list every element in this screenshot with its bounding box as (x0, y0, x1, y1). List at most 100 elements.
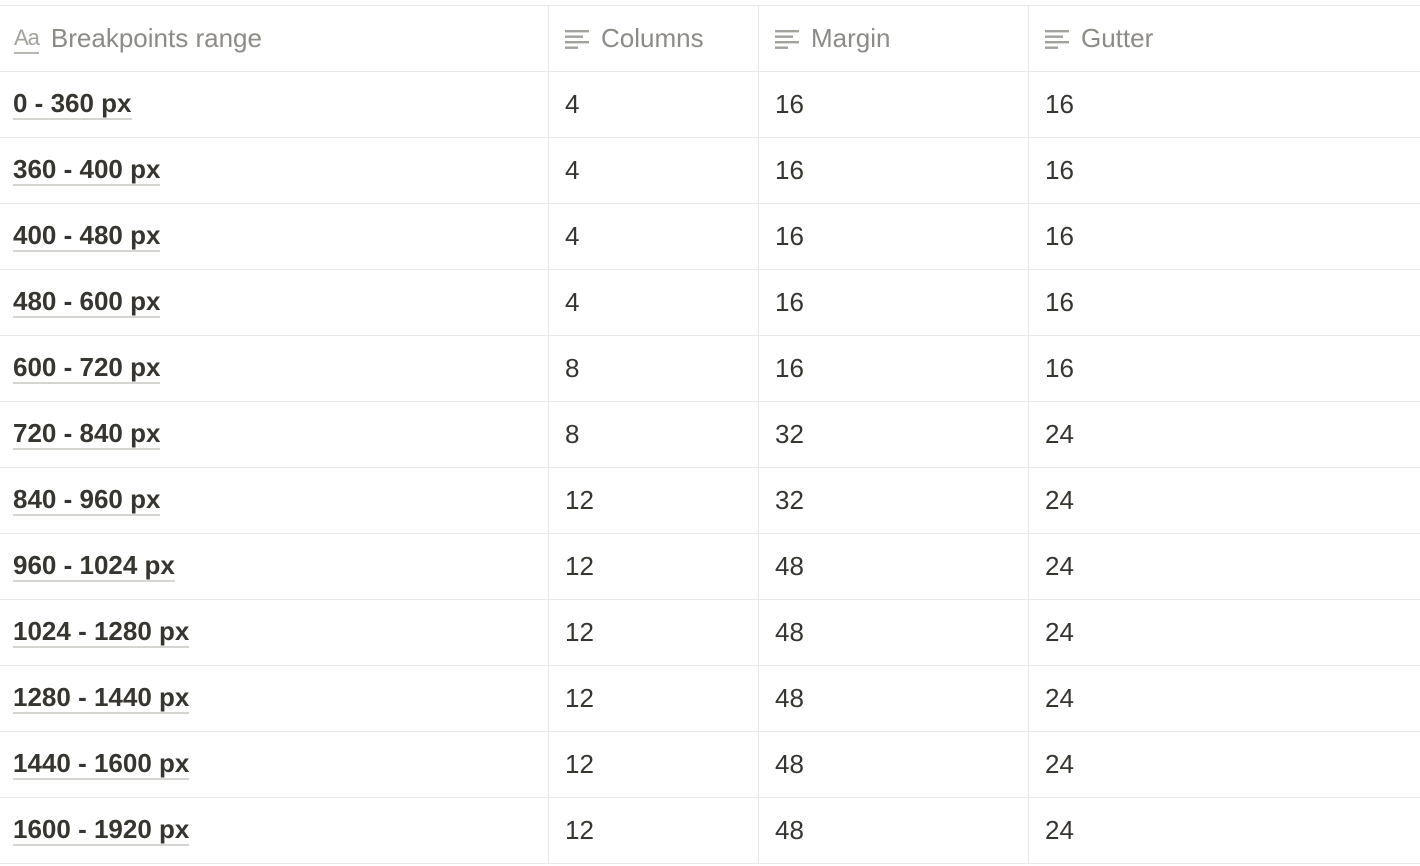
table-row: 1600 - 1920 px 12 48 24 (0, 798, 1420, 864)
column-header-label: Margin (811, 23, 891, 53)
breakpoint-range-link[interactable]: 480 - 600 px (13, 286, 161, 318)
text-lines-icon (1045, 29, 1069, 49)
gutter-cell-value: 24 (1045, 683, 1074, 713)
margin-cell[interactable]: 48 (759, 798, 1029, 863)
columns-cell[interactable]: 4 (549, 72, 759, 137)
breakpoint-range-cell[interactable]: 0 - 360 px (0, 72, 549, 137)
margin-cell-value: 16 (775, 89, 804, 119)
gutter-cell-value: 16 (1045, 155, 1074, 185)
breakpoint-range-cell[interactable]: 600 - 720 px (0, 336, 549, 401)
gutter-cell[interactable]: 16 (1029, 72, 1420, 137)
columns-cell[interactable]: 4 (549, 270, 759, 335)
columns-cell-value: 12 (565, 815, 594, 845)
gutter-cell-value: 24 (1045, 485, 1074, 515)
columns-cell-value: 8 (565, 353, 580, 383)
margin-cell[interactable]: 48 (759, 600, 1029, 665)
margin-cell-value: 32 (775, 419, 804, 449)
column-header-margin[interactable]: Margin (759, 6, 1029, 71)
column-header-breakpoints-range[interactable]: Aa Breakpoints range (0, 6, 549, 71)
gutter-cell-value: 24 (1045, 617, 1074, 647)
gutter-cell[interactable]: 24 (1029, 732, 1420, 797)
gutter-cell[interactable]: 16 (1029, 138, 1420, 203)
breakpoint-range-link[interactable]: 1600 - 1920 px (13, 814, 190, 846)
breakpoint-range-cell[interactable]: 400 - 480 px (0, 204, 549, 269)
breakpoint-range-cell[interactable]: 840 - 960 px (0, 468, 549, 533)
margin-cell[interactable]: 16 (759, 72, 1029, 137)
gutter-cell-value: 16 (1045, 221, 1074, 251)
breakpoint-range-link[interactable]: 1440 - 1600 px (13, 748, 190, 780)
gutter-cell[interactable]: 24 (1029, 468, 1420, 533)
breakpoint-range-link[interactable]: 1024 - 1280 px (13, 616, 190, 648)
columns-cell[interactable]: 12 (549, 666, 759, 731)
margin-cell[interactable]: 16 (759, 270, 1029, 335)
gutter-cell-value: 16 (1045, 89, 1074, 119)
breakpoint-range-cell[interactable]: 1600 - 1920 px (0, 798, 549, 863)
gutter-cell[interactable]: 24 (1029, 402, 1420, 467)
breakpoint-range-cell[interactable]: 1024 - 1280 px (0, 600, 549, 665)
gutter-cell[interactable]: 16 (1029, 270, 1420, 335)
columns-cell-value: 8 (565, 419, 580, 449)
margin-cell[interactable]: 48 (759, 732, 1029, 797)
columns-cell[interactable]: 12 (549, 798, 759, 863)
margin-cell[interactable]: 48 (759, 534, 1029, 599)
table-row: 1024 - 1280 px 12 48 24 (0, 600, 1420, 666)
breakpoint-range-link[interactable]: 0 - 360 px (13, 88, 132, 120)
text-lines-icon (565, 29, 589, 49)
columns-cell[interactable]: 8 (549, 402, 759, 467)
breakpoint-range-link[interactable]: 840 - 960 px (13, 484, 161, 516)
columns-cell[interactable]: 4 (549, 204, 759, 269)
margin-cell[interactable]: 16 (759, 138, 1029, 203)
breakpoint-range-link[interactable]: 720 - 840 px (13, 418, 161, 450)
column-header-label: Gutter (1081, 23, 1154, 53)
gutter-cell[interactable]: 16 (1029, 204, 1420, 269)
breakpoint-range-link[interactable]: 600 - 720 px (13, 352, 161, 384)
table-row: 840 - 960 px 12 32 24 (0, 468, 1420, 534)
margin-cell[interactable]: 16 (759, 336, 1029, 401)
breakpoint-range-cell[interactable]: 960 - 1024 px (0, 534, 549, 599)
table-row: 360 - 400 px 4 16 16 (0, 138, 1420, 204)
columns-cell[interactable]: 12 (549, 534, 759, 599)
margin-cell-value: 48 (775, 815, 804, 845)
breakpoint-range-link[interactable]: 1280 - 1440 px (13, 682, 190, 714)
margin-cell-value: 32 (775, 485, 804, 515)
table-body: 0 - 360 px 4 16 16 360 - 400 px 4 16 16 400 - 48… (0, 72, 1420, 864)
margin-cell[interactable]: 48 (759, 666, 1029, 731)
breakpoint-range-cell[interactable]: 360 - 400 px (0, 138, 549, 203)
table-row: 1280 - 1440 px 12 48 24 (0, 666, 1420, 732)
column-header-gutter[interactable]: Gutter (1029, 6, 1420, 71)
margin-cell-value: 48 (775, 683, 804, 713)
columns-cell-value: 12 (565, 617, 594, 647)
margin-cell-value: 16 (775, 155, 804, 185)
breakpoint-range-link[interactable]: 960 - 1024 px (13, 550, 175, 582)
column-header-label: Columns (601, 23, 704, 53)
columns-cell[interactable]: 12 (549, 732, 759, 797)
columns-cell[interactable]: 12 (549, 468, 759, 533)
margin-cell-value: 48 (775, 617, 804, 647)
gutter-cell-value: 24 (1045, 749, 1074, 779)
table-row: 400 - 480 px 4 16 16 (0, 204, 1420, 270)
breakpoint-range-cell[interactable]: 1280 - 1440 px (0, 666, 549, 731)
table-row: 720 - 840 px 8 32 24 (0, 402, 1420, 468)
gutter-cell[interactable]: 24 (1029, 600, 1420, 665)
table-row: 0 - 360 px 4 16 16 (0, 72, 1420, 138)
gutter-cell-value: 16 (1045, 287, 1074, 317)
margin-cell[interactable]: 32 (759, 402, 1029, 467)
breakpoint-range-cell[interactable]: 720 - 840 px (0, 402, 549, 467)
gutter-cell[interactable]: 16 (1029, 336, 1420, 401)
gutter-cell[interactable]: 24 (1029, 666, 1420, 731)
columns-cell[interactable]: 4 (549, 138, 759, 203)
columns-cell[interactable]: 12 (549, 600, 759, 665)
columns-cell[interactable]: 8 (549, 336, 759, 401)
column-header-columns[interactable]: Columns (549, 6, 759, 71)
breakpoint-range-link[interactable]: 400 - 480 px (13, 220, 161, 252)
breakpoint-range-link[interactable]: 360 - 400 px (13, 154, 161, 186)
gutter-cell-value: 24 (1045, 551, 1074, 581)
margin-cell[interactable]: 32 (759, 468, 1029, 533)
breakpoint-range-cell[interactable]: 1440 - 1600 px (0, 732, 549, 797)
gutter-cell[interactable]: 24 (1029, 534, 1420, 599)
breakpoint-range-cell[interactable]: 480 - 600 px (0, 270, 549, 335)
columns-cell-value: 12 (565, 485, 594, 515)
gutter-cell[interactable]: 24 (1029, 798, 1420, 863)
margin-cell-value: 16 (775, 287, 804, 317)
margin-cell[interactable]: 16 (759, 204, 1029, 269)
